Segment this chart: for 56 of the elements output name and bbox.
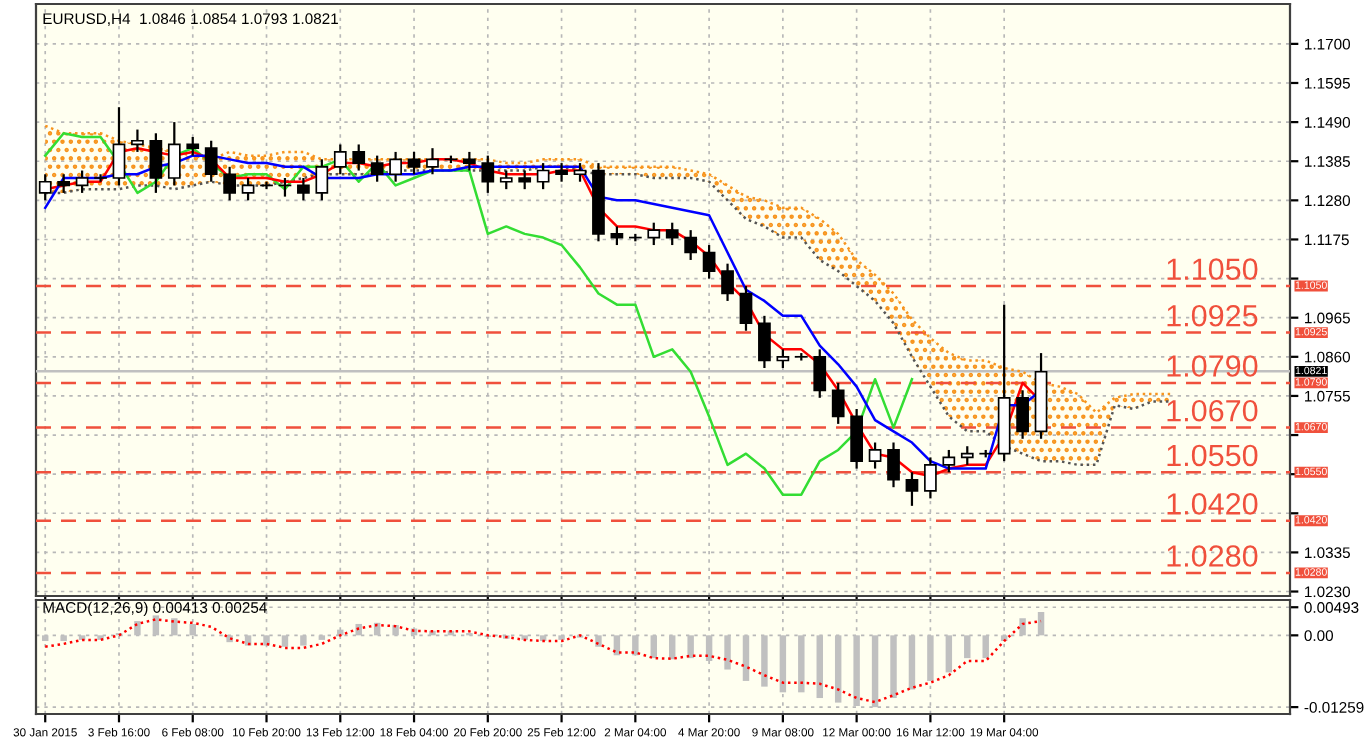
candlestick bbox=[1016, 389, 1029, 440]
candlestick bbox=[499, 169, 513, 191]
candlestick bbox=[647, 221, 661, 247]
candlestick bbox=[887, 441, 900, 489]
candlestick bbox=[831, 381, 845, 425]
bar bbox=[742, 635, 750, 681]
candlestick bbox=[960, 445, 974, 466]
candlestick bbox=[94, 173, 107, 183]
candlestick bbox=[38, 173, 52, 202]
candlestick bbox=[758, 314, 771, 370]
candlestick bbox=[315, 158, 329, 202]
candlestick bbox=[223, 165, 236, 202]
text: 1.0925 bbox=[1167, 304, 1258, 327]
candlestick bbox=[536, 161, 550, 191]
candlestick bbox=[684, 229, 698, 262]
candlestick bbox=[702, 243, 716, 280]
candlestick bbox=[57, 173, 71, 194]
candlestick bbox=[407, 150, 421, 176]
candlestick bbox=[610, 225, 624, 247]
line-series bbox=[43, 618, 1043, 704]
candlestick bbox=[850, 407, 863, 470]
line-series bbox=[43, 132, 914, 496]
candlestick bbox=[776, 348, 790, 370]
candlestick bbox=[665, 221, 679, 247]
candlestick bbox=[370, 154, 384, 183]
text: 1.0550 bbox=[1167, 444, 1258, 467]
candlestick bbox=[924, 456, 937, 500]
candlestick bbox=[721, 262, 734, 303]
candlestick bbox=[426, 147, 439, 176]
candlestick bbox=[75, 169, 89, 194]
candlestick bbox=[186, 135, 200, 157]
candlestick bbox=[813, 348, 827, 399]
text: 1.1050 bbox=[1167, 258, 1258, 280]
candlestick bbox=[167, 120, 181, 187]
text: 1.0670 bbox=[1167, 399, 1258, 422]
text: 1.0280 bbox=[1167, 545, 1258, 567]
candlestick bbox=[352, 143, 366, 172]
candlestick bbox=[297, 176, 310, 202]
candlestick bbox=[573, 161, 587, 183]
candlestick bbox=[463, 150, 476, 172]
text: 1.0420 bbox=[1167, 493, 1258, 515]
candlestick bbox=[518, 169, 532, 191]
candlestick bbox=[868, 441, 882, 470]
candlestick bbox=[241, 176, 255, 202]
candlestick bbox=[739, 284, 753, 332]
candlestick bbox=[555, 161, 568, 183]
candlestick bbox=[131, 128, 144, 154]
candlestick bbox=[942, 448, 956, 474]
candlestick bbox=[149, 132, 163, 194]
candlestick bbox=[389, 150, 402, 183]
candlestick bbox=[481, 154, 495, 194]
candlestick bbox=[905, 471, 919, 507]
text: 1.0790 bbox=[1167, 355, 1258, 377]
candlestick bbox=[204, 139, 218, 183]
candlestick bbox=[112, 106, 126, 187]
candlestick bbox=[333, 143, 347, 176]
